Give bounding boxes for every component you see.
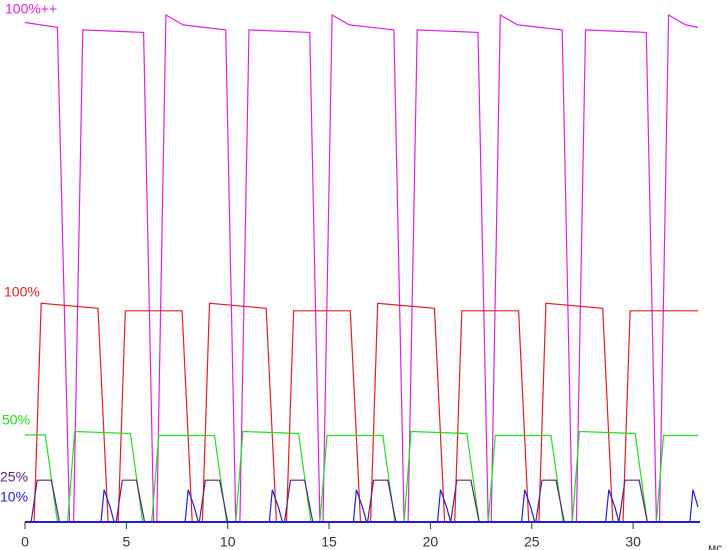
x-tick-label: 25 (524, 534, 540, 550)
series-label: 10% (0, 489, 28, 505)
x-tick-label: 20 (423, 534, 439, 550)
series-line (25, 430, 698, 523)
x-tick-label: 5 (122, 534, 130, 550)
x-tick-label: 10 (220, 534, 236, 550)
x-tick-label: 0 (21, 534, 29, 550)
series-label: 25% (0, 469, 28, 485)
x-axis-label: мс (708, 541, 722, 550)
series-line (25, 302, 698, 523)
series-label: 50% (2, 412, 30, 428)
series-label: 100% (4, 284, 40, 300)
x-tick-label: 30 (625, 534, 641, 550)
series-label: 100%++ (5, 1, 57, 17)
series-line (25, 489, 699, 523)
series-line (25, 479, 698, 523)
series-line (24, 13, 699, 523)
x-tick-label: 15 (321, 534, 337, 550)
